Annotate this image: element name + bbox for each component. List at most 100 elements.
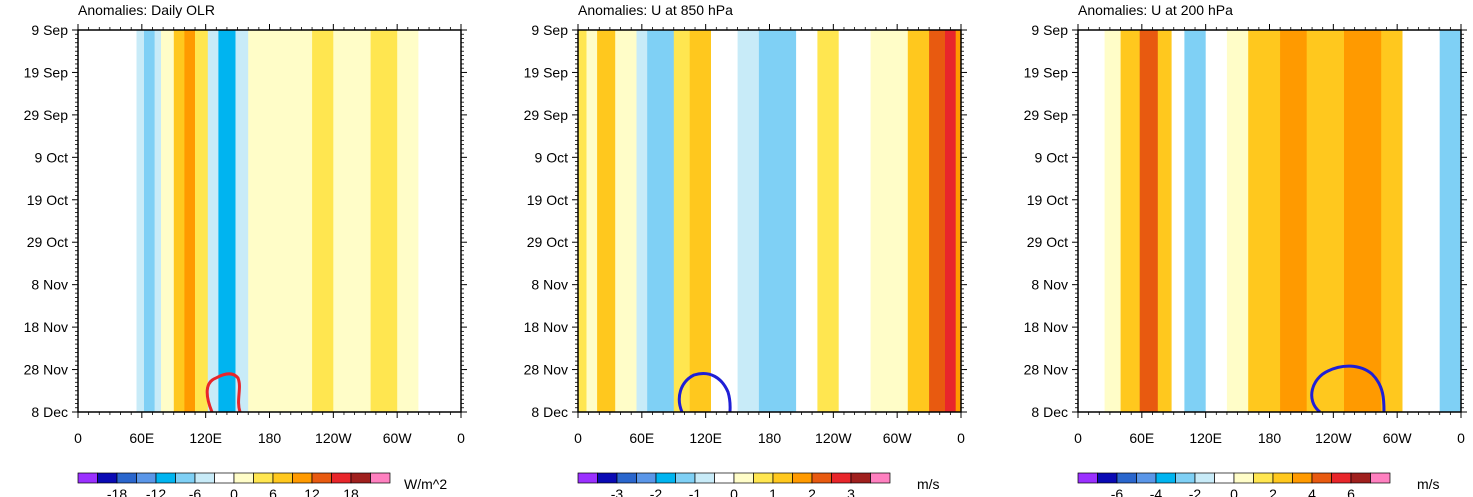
- x-tick-label: 60E: [129, 430, 154, 446]
- y-tick-label: 8 Nov: [1031, 277, 1068, 293]
- colorbar-swatch: [577, 472, 598, 484]
- colorbar-swatch: [655, 472, 676, 484]
- heatmap-band: [173, 30, 185, 412]
- y-axis: 9 Sep 19 Sep 29 Sep 9 Oct 19 Oct 29 Oct 8 Nov 1…: [24, 22, 467, 420]
- heatmap-band: [711, 30, 739, 412]
- colorbar-swatch: [1077, 472, 1098, 484]
- colorbar-swatch: [616, 472, 637, 484]
- heatmap-band: [1306, 30, 1345, 412]
- y-tick-label: 19 Sep: [1024, 64, 1069, 80]
- y-tick-label: 19 Sep: [524, 64, 569, 80]
- colorbar-swatch: [1136, 472, 1157, 484]
- contour-line: [677, 372, 732, 412]
- contour-overlay: [205, 372, 242, 412]
- heatmap-band: [1104, 30, 1122, 412]
- colorbar-swatch: [292, 472, 313, 484]
- y-tick-label: 8 Dec: [531, 404, 568, 420]
- colorbar-units: m/s: [917, 476, 940, 492]
- contour-line: [1310, 364, 1386, 412]
- colorbar-label: 1: [769, 486, 777, 497]
- colorbar-swatch: [597, 472, 618, 484]
- heatmap-band: [418, 30, 461, 412]
- colorbar-label: -6: [1111, 486, 1124, 497]
- y-tick-label: 29 Oct: [1027, 234, 1068, 250]
- y-tick-label: 29 Oct: [27, 234, 68, 250]
- colorbar-swatch: [214, 472, 235, 484]
- x-axis: 0 60E 120E 180 120W 60W 0: [74, 24, 465, 446]
- x-tick-label: 120E: [189, 430, 222, 446]
- colorbar-swatch: [233, 472, 254, 484]
- y-tick-label: 9 Sep: [31, 22, 68, 38]
- colorbar-swatch: [116, 472, 137, 484]
- x-tick-label: 120W: [1315, 430, 1352, 446]
- colorbar-swatch: [1370, 472, 1391, 484]
- colorbar-swatch: [1214, 472, 1235, 484]
- heatmap-band: [1120, 30, 1141, 412]
- colorbar-swatch: [714, 472, 735, 484]
- colorbar-swatch: [1350, 472, 1371, 484]
- y-tick-label: 18 Nov: [524, 319, 568, 335]
- colorbar-units: m/s: [1417, 476, 1440, 492]
- heatmap-band: [1184, 30, 1207, 412]
- colorbar-swatch: [311, 472, 332, 484]
- y-tick-label: 19 Oct: [527, 192, 568, 208]
- heatmap-band: [597, 30, 616, 412]
- x-tick-label: 0: [74, 430, 82, 446]
- x-tick-label: 120E: [689, 430, 722, 446]
- colorbar-swatch: [1292, 472, 1313, 484]
- colorbar-swatch: [1253, 472, 1274, 484]
- colorbar-label: -1: [689, 486, 702, 497]
- y-tick-label: 19 Oct: [27, 192, 68, 208]
- x-tick-label: 0: [574, 430, 582, 446]
- heatmap-band: [1280, 30, 1308, 412]
- colorbar-label: 12: [304, 486, 320, 497]
- colorbar-label: 4: [1308, 486, 1316, 497]
- heatmap-band: [235, 30, 249, 412]
- heatmap-band: [615, 30, 638, 412]
- x-tick-label: 0: [1457, 430, 1465, 446]
- x-tick-label: 60W: [383, 430, 413, 446]
- y-tick-label: 9 Sep: [1031, 22, 1068, 38]
- y-axis: 9 Sep 19 Sep 29 Sep 9 Oct 19 Oct 29 Oct 8 Nov 1…: [1024, 22, 1467, 420]
- heatmap-band: [333, 30, 372, 412]
- heatmap-band: [207, 30, 219, 412]
- heatmap-band: [636, 30, 648, 412]
- heatmap-band: [1344, 30, 1382, 412]
- colorbar-swatch: [753, 472, 774, 484]
- colorbar-swatch: [1331, 472, 1352, 484]
- heatmap-band: [1139, 30, 1159, 412]
- heatmap-band: [218, 30, 236, 412]
- x-tick-label: 60E: [1129, 430, 1154, 446]
- heatmap-band: [689, 30, 712, 412]
- x-tick-label: 120W: [815, 430, 852, 446]
- heatmap-band: [1171, 30, 1185, 412]
- colorbar-swatch: [1311, 472, 1332, 484]
- colorbar-swatch: [636, 472, 657, 484]
- colorbar-label: 18: [343, 486, 359, 497]
- y-tick-label: 18 Nov: [1024, 319, 1068, 335]
- x-tick-label: 60W: [883, 430, 913, 446]
- colorbar-swatch: [370, 472, 391, 484]
- y-tick-label: 8 Dec: [1031, 404, 1068, 420]
- heatmap-band: [184, 30, 196, 412]
- colorbar-swatch: [350, 472, 371, 484]
- y-tick-label: 8 Dec: [31, 404, 68, 420]
- heatmap-band: [195, 30, 209, 412]
- y-tick-label: 19 Oct: [1027, 192, 1068, 208]
- colorbar-swatch: [331, 472, 352, 484]
- colorbar-swatch: [194, 472, 215, 484]
- heatmap-band: [104, 30, 138, 412]
- x-tick-label: 0: [957, 430, 965, 446]
- heatmap-area: [78, 30, 461, 412]
- colorbar-swatch: [733, 472, 754, 484]
- heatmap-band: [370, 30, 398, 412]
- colorbar-swatch: [772, 472, 793, 484]
- colorbar-label: -18: [107, 486, 127, 497]
- colorbar-swatch: [1233, 472, 1254, 484]
- y-tick-label: 19 Sep: [24, 64, 69, 80]
- panel-title: Anomalies: U at 850 hPa: [578, 2, 733, 18]
- colorbar-swatch: [831, 472, 852, 484]
- heatmap-band: [78, 30, 106, 412]
